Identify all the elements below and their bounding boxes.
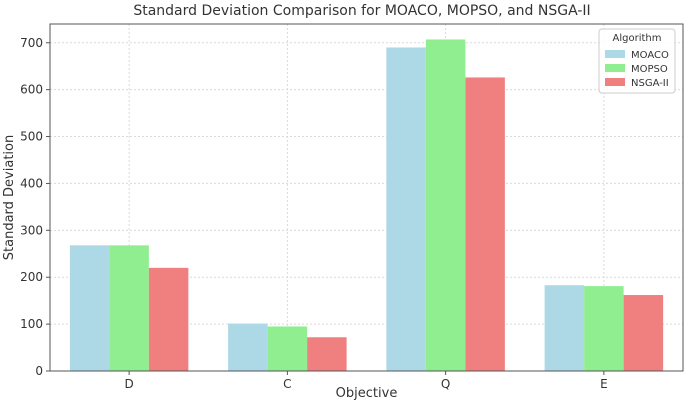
y-axis: 0 100 200 300 400 500 600 700 xyxy=(20,36,50,378)
chart-title: Standard Deviation Comparison for MOACO,… xyxy=(133,3,590,19)
x-tick-label: D xyxy=(125,377,134,391)
x-tick-label: E xyxy=(600,377,608,391)
legend: Algorithm MOACO MOPSO NSGA-II xyxy=(598,28,676,94)
bars xyxy=(69,39,664,371)
y-tick-label: 700 xyxy=(20,36,43,50)
legend-label: MOACO xyxy=(631,50,669,61)
legend-box xyxy=(598,28,676,94)
plot-frame xyxy=(49,23,684,372)
bar-mopso-d xyxy=(109,245,149,371)
bar-moaco-d xyxy=(69,245,110,371)
y-tick-label: 600 xyxy=(20,83,43,97)
legend-title: Algorithm xyxy=(613,33,662,44)
bar-mopso-q xyxy=(425,39,466,371)
bar-nsga-ii-d xyxy=(148,267,189,371)
legend-swatch-nsga-ii xyxy=(605,78,625,86)
bar-moaco-q xyxy=(386,47,426,371)
bar-nsga-ii-e xyxy=(623,295,664,371)
y-tick-label: 200 xyxy=(20,270,43,284)
x-tick-label: C xyxy=(283,377,291,391)
y-axis-title: Standard Deviation xyxy=(2,135,17,260)
bar-moaco-e xyxy=(544,285,585,371)
legend-swatch-moaco xyxy=(605,50,625,58)
bar-moaco-c xyxy=(228,323,268,371)
bar-nsga-ii-c xyxy=(307,337,347,371)
bar-mopso-c xyxy=(267,326,308,371)
y-tick-label: 500 xyxy=(20,130,43,144)
y-tick-label: 400 xyxy=(20,176,43,190)
x-axis-title: Objective xyxy=(336,386,398,401)
bar-mopso-e xyxy=(584,286,624,371)
x-tick-label: Q xyxy=(441,377,450,391)
y-tick-label: 100 xyxy=(20,317,43,331)
y-tick-label: 300 xyxy=(20,223,43,237)
legend-label: NSGA-II xyxy=(631,78,669,89)
legend-label: MOPSO xyxy=(631,64,668,75)
y-tick-label: 0 xyxy=(35,364,43,378)
bar-nsga-ii-q xyxy=(465,77,505,371)
legend-swatch-mopso xyxy=(605,64,625,72)
